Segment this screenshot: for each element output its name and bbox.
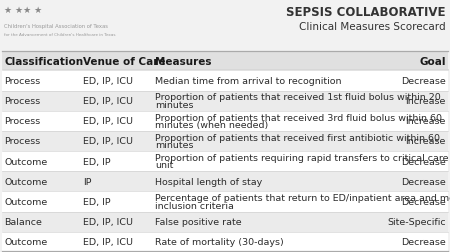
Text: Proportion of patients that received 3rd fluid bolus within 60: Proportion of patients that received 3rd… bbox=[155, 113, 442, 122]
Text: minutes (when needed): minutes (when needed) bbox=[155, 120, 269, 130]
Text: Children's Hospital Association of Texas: Children's Hospital Association of Texas bbox=[4, 24, 108, 29]
Text: Site-Specific: Site-Specific bbox=[387, 217, 446, 226]
Text: SEPSIS COLLABORATIVE: SEPSIS COLLABORATIVE bbox=[286, 6, 446, 19]
Text: Increase: Increase bbox=[405, 137, 446, 146]
Text: Proportion of patients that received first antibiotic within 60: Proportion of patients that received fir… bbox=[155, 133, 440, 142]
Text: Outcome: Outcome bbox=[4, 157, 48, 166]
Text: Venue of Care: Venue of Care bbox=[83, 57, 166, 67]
Bar bbox=[2, 131, 448, 151]
Bar bbox=[2, 192, 448, 212]
Text: Outcome: Outcome bbox=[4, 197, 48, 206]
Bar bbox=[2, 52, 448, 70]
Text: Outcome: Outcome bbox=[4, 237, 48, 246]
Text: Increase: Increase bbox=[405, 117, 446, 126]
Text: Outcome: Outcome bbox=[4, 177, 48, 186]
Text: Balance: Balance bbox=[4, 217, 42, 226]
Text: ED, IP, ICU: ED, IP, ICU bbox=[83, 237, 133, 246]
Text: Decrease: Decrease bbox=[401, 157, 446, 166]
Bar bbox=[2, 91, 448, 111]
Text: Measures: Measures bbox=[155, 57, 212, 67]
Bar bbox=[2, 212, 448, 232]
Text: minutes: minutes bbox=[155, 100, 194, 109]
Text: ED, IP, ICU: ED, IP, ICU bbox=[83, 217, 133, 226]
Text: Decrease: Decrease bbox=[401, 77, 446, 86]
Text: ED, IP, ICU: ED, IP, ICU bbox=[83, 77, 133, 86]
Text: Classification: Classification bbox=[4, 57, 84, 67]
Text: ★ ★★ ★: ★ ★★ ★ bbox=[4, 6, 43, 15]
Text: ED, IP: ED, IP bbox=[83, 157, 111, 166]
Bar bbox=[2, 111, 448, 131]
Text: False positive rate: False positive rate bbox=[155, 217, 242, 226]
Bar bbox=[2, 71, 448, 91]
Text: Proportion of patients requiring rapid transfers to critical care: Proportion of patients requiring rapid t… bbox=[155, 153, 449, 162]
Text: Process: Process bbox=[4, 97, 41, 106]
Text: Process: Process bbox=[4, 117, 41, 126]
Text: Goal: Goal bbox=[419, 57, 446, 67]
Text: ED, IP, ICU: ED, IP, ICU bbox=[83, 137, 133, 146]
Text: ED, IP, ICU: ED, IP, ICU bbox=[83, 97, 133, 106]
Text: ED, IP: ED, IP bbox=[83, 197, 111, 206]
Text: Proportion of patients that received 1st fluid bolus within 20: Proportion of patients that received 1st… bbox=[155, 93, 441, 102]
Bar bbox=[2, 151, 448, 172]
Text: minutes: minutes bbox=[155, 141, 194, 149]
Bar bbox=[2, 172, 448, 192]
Text: Decrease: Decrease bbox=[401, 197, 446, 206]
Text: for the Advancement of Children's Healthcare in Texas: for the Advancement of Children's Health… bbox=[4, 33, 116, 37]
Text: Decrease: Decrease bbox=[401, 177, 446, 186]
Text: Process: Process bbox=[4, 77, 41, 86]
Text: Hospital length of stay: Hospital length of stay bbox=[155, 177, 262, 186]
Bar bbox=[2, 232, 448, 252]
Text: Clinical Measures Scorecard: Clinical Measures Scorecard bbox=[299, 21, 446, 32]
Text: ED, IP, ICU: ED, IP, ICU bbox=[83, 117, 133, 126]
Text: Median time from arrival to recognition: Median time from arrival to recognition bbox=[155, 77, 342, 86]
Text: Rate of mortality (30-days): Rate of mortality (30-days) bbox=[155, 237, 284, 246]
Text: inclusion criteria: inclusion criteria bbox=[155, 201, 234, 210]
Text: Increase: Increase bbox=[405, 97, 446, 106]
Text: Percentage of patients that return to ED/inpatient area and meet: Percentage of patients that return to ED… bbox=[155, 194, 450, 203]
Text: unit: unit bbox=[155, 161, 174, 170]
Text: Decrease: Decrease bbox=[401, 237, 446, 246]
Text: Process: Process bbox=[4, 137, 41, 146]
Text: IP: IP bbox=[83, 177, 92, 186]
